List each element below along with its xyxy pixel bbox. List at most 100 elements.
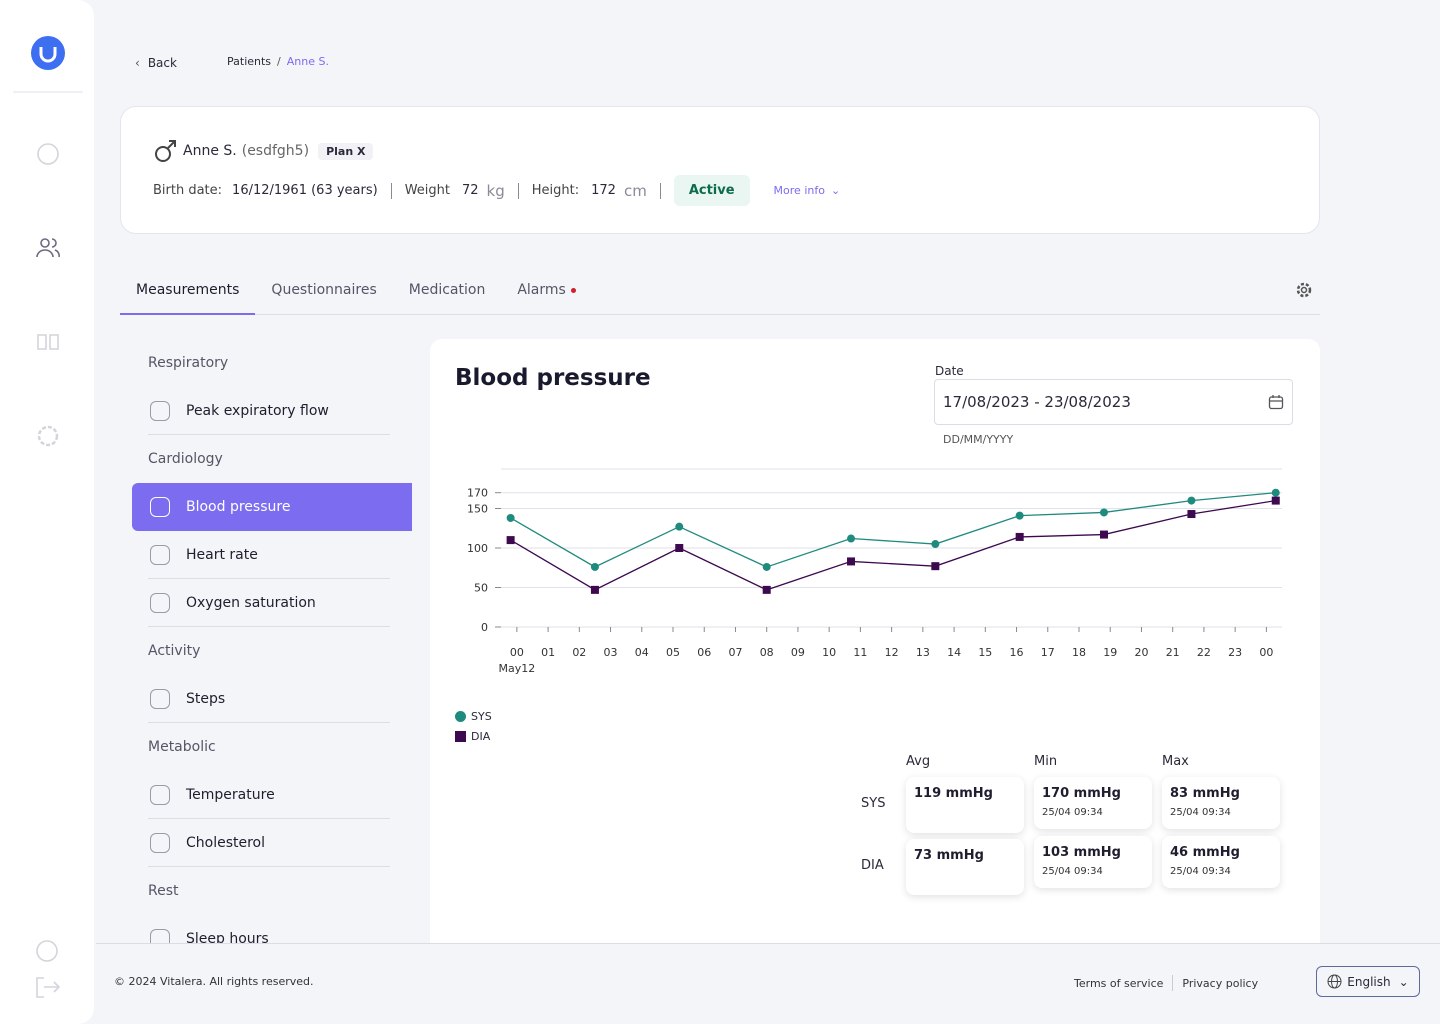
y-tick-label: 100 (467, 542, 488, 555)
crumb: Anne S. (286, 55, 329, 68)
logo-mark (39, 47, 57, 63)
menu-item[interactable]: Cholesterol (148, 819, 390, 867)
logo (31, 36, 65, 70)
separator (659, 182, 661, 199)
breadcrumb: Patients / Anne S. (227, 55, 329, 68)
menu-label: Cholesterol (186, 834, 266, 851)
point (762, 585, 771, 594)
point (506, 536, 515, 545)
point (1187, 496, 1196, 505)
x-tick-label: 02 (572, 646, 586, 659)
menu-icon (150, 928, 170, 943)
stats-column: Avg (906, 754, 931, 769)
x-tick-label: 05 (666, 646, 680, 659)
x-tick-label: 12 (885, 646, 899, 659)
point (590, 585, 599, 594)
menu-item[interactable]: Temperature (148, 771, 390, 819)
series-line (510, 492, 1276, 568)
plan-badge: Plan X (318, 142, 374, 160)
x-tick-label: 13 (916, 646, 930, 659)
stats-value: 103 mmHg (1042, 845, 1121, 860)
globe-icon (1327, 974, 1342, 989)
menu-item[interactable]: Steps (148, 675, 390, 723)
footer-links: Terms of service Privacy policy (1074, 975, 1258, 991)
tab-label: Measurements (136, 282, 240, 298)
chart-panel: Blood pressure Date 17/08/2023 - 23/08/2… (430, 339, 1320, 943)
tab-label: Medication (408, 282, 486, 298)
menu-icon (150, 784, 170, 805)
measurement-menu: Respiratory Peak expiratory flow Cardiolog… (132, 339, 412, 943)
chart-title: Blood pressure (455, 365, 651, 391)
point (1015, 532, 1024, 541)
stats-table: Avg Min Max SYS 119 mmHg 170 mmHg 25/04 09:34 8… (430, 749, 1320, 939)
stats-icon[interactable] (37, 143, 59, 165)
x-tick-label: 15 (978, 646, 992, 659)
logout-icon[interactable] (36, 977, 61, 998)
language-label: English (1347, 974, 1391, 989)
menu-item[interactable]: Blood pressure (132, 483, 412, 531)
menu-item[interactable]: Oxygen saturation (148, 579, 390, 627)
legend-swatch (455, 710, 466, 722)
menu-item[interactable]: Peak expiratory flow (148, 387, 390, 435)
menu-label: Steps (186, 690, 226, 707)
stats-row-label: DIA (861, 858, 884, 873)
stats-value: 170 mmHg (1042, 786, 1121, 801)
birth-label: Birth date: (153, 183, 223, 198)
more-info[interactable]: More info (773, 184, 825, 197)
x-tick-label: 09 (791, 646, 805, 659)
footer-link[interactable]: Privacy policy (1182, 976, 1259, 990)
menu-label: Heart rate (186, 546, 258, 563)
point (1187, 510, 1196, 519)
legend: SYS DIA (455, 706, 492, 746)
settings-button[interactable] (1294, 280, 1314, 300)
weight-unit: kg (486, 181, 505, 200)
settings-icon[interactable] (37, 425, 59, 447)
menu-item[interactable]: Heart rate (148, 531, 390, 579)
menu-icon (150, 544, 170, 565)
tab[interactable]: Measurements (120, 266, 256, 315)
x-tick-label: 01 (541, 646, 555, 659)
point (762, 562, 771, 571)
y-tick-label: 0 (481, 621, 488, 634)
point (1015, 511, 1024, 520)
menu-group: Cardiology (148, 451, 223, 467)
library-icon[interactable] (37, 334, 59, 350)
tab[interactable]: Medication (393, 266, 502, 314)
chevron: ⌄ (1398, 974, 1409, 989)
x-tick-label: 07 (728, 646, 742, 659)
language-select[interactable]: English ⌄ (1316, 966, 1420, 997)
y-tick-label: 170 (467, 487, 488, 500)
menu-label: Temperature (186, 786, 275, 803)
menu-group: Rest (148, 883, 179, 899)
menu-label: Peak expiratory flow (186, 402, 329, 419)
point (675, 522, 684, 531)
menu-icon (150, 688, 170, 709)
crumb[interactable]: Patients (227, 55, 272, 68)
back-button[interactable]: ‹ Back (135, 56, 177, 70)
tab[interactable]: Alarms (501, 266, 592, 314)
menu-item[interactable]: Sleep hours (148, 915, 390, 943)
series-line (510, 499, 1276, 591)
x-tick-label: 00 (1259, 646, 1273, 659)
calendar-icon[interactable] (1268, 394, 1284, 410)
point (506, 513, 515, 522)
tabs: Measurements Questionnaires Medication Alar… (120, 266, 1320, 315)
point (590, 562, 599, 571)
separator (1172, 975, 1174, 991)
point (1099, 530, 1108, 539)
info-icon[interactable] (36, 940, 58, 962)
tab[interactable]: Questionnaires (255, 266, 392, 314)
date-label: Date (935, 364, 964, 378)
alert-dot (570, 287, 576, 293)
stats-card: 170 mmHg 25/04 09:34 (1034, 777, 1152, 829)
crumb-sep: / (277, 55, 281, 68)
menu-group: Respiratory (148, 355, 229, 371)
weight-label: Weight (404, 183, 450, 198)
sidebar (0, 0, 94, 1024)
patients-icon[interactable] (36, 238, 60, 258)
date-input[interactable]: 17/08/2023 - 23/08/2023 (934, 379, 1293, 425)
stats-date: 25/04 09:34 (1170, 807, 1231, 818)
patient-card: Anne S. (esdfgh5) Plan X Birth date: 16/… (120, 106, 1320, 234)
stats-card: 73 mmHg (906, 839, 1024, 895)
footer-link[interactable]: Terms of service (1074, 976, 1164, 990)
